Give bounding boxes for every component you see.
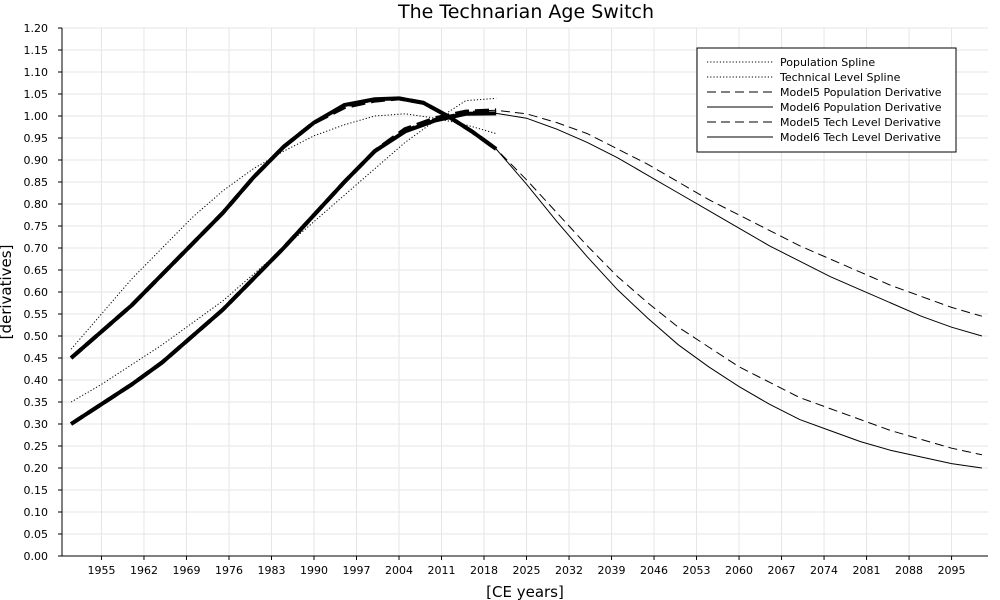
- y-tick-label: 0.00: [24, 550, 49, 563]
- x-tick-label: 2032: [555, 564, 583, 577]
- y-tick-label: 0.50: [24, 330, 49, 343]
- y-tick-label: 0.75: [24, 220, 49, 233]
- chart-title: The Technarian Age Switch: [397, 1, 654, 23]
- x-axis-label: [CE years]: [486, 583, 564, 600]
- legend-label: Model6 Population Derivative: [780, 101, 942, 114]
- y-tick-label: 0.90: [24, 154, 49, 167]
- y-tick-label: 0.10: [24, 506, 49, 519]
- x-tick-label: 1969: [172, 564, 200, 577]
- series-line-1: [70, 113, 497, 350]
- y-tick-label: 0.35: [24, 396, 49, 409]
- x-tick-label: 2039: [598, 564, 626, 577]
- x-tick-label: 1990: [300, 564, 328, 577]
- x-tick-label: 2095: [938, 564, 966, 577]
- series-line-emphasis-4: [69, 96, 498, 360]
- x-tick-label: 2088: [895, 564, 923, 577]
- y-tick-label: 0.70: [24, 242, 49, 255]
- y-tick-label: 1.05: [24, 88, 49, 101]
- y-tick-label: 0.45: [24, 352, 49, 365]
- legend-label: Population Spline: [780, 56, 875, 69]
- y-tick-label: 1.15: [24, 44, 49, 57]
- x-tick-label: 1983: [257, 564, 285, 577]
- y-tick-label: 0.25: [24, 440, 49, 453]
- legend-label: Model5 Population Derivative: [780, 86, 942, 99]
- series-line-emphasis-3: [69, 96, 498, 360]
- x-tick-label: 2067: [768, 564, 796, 577]
- x-tick-label: 2011: [428, 564, 456, 577]
- legend-label: Model6 Tech Level Derivative: [780, 131, 941, 144]
- y-tick-label: 0.20: [24, 462, 49, 475]
- x-tick-label: 1962: [130, 564, 158, 577]
- x-tick-label: 2025: [513, 564, 541, 577]
- y-tick-label: 0.05: [24, 528, 49, 541]
- x-tick-label: 2018: [470, 564, 498, 577]
- y-tick-label: 1.10: [24, 66, 49, 79]
- y-tick-label: 0.55: [24, 308, 49, 321]
- y-axis-label: [derivatives]: [0, 245, 15, 340]
- y-tick-label: 0.95: [24, 132, 49, 145]
- x-tick-label: 1955: [87, 564, 115, 577]
- series-lines: [69, 96, 983, 469]
- legend-label: Technical Level Spline: [779, 71, 901, 84]
- x-tick-label: 2004: [385, 564, 413, 577]
- legend-box: [696, 47, 957, 153]
- legend-label: Model5 Tech Level Derivative: [780, 116, 941, 129]
- y-tick-label: 0.65: [24, 264, 49, 277]
- x-tick-label: 1997: [342, 564, 370, 577]
- x-tick-labels: 1955 1962 1969 1976 1983 1990 1997 2004 2011 2018…: [87, 556, 966, 577]
- x-tick-label: 2074: [810, 564, 838, 577]
- y-tick-label: 1.00: [24, 110, 49, 123]
- y-tick-labels: 0.00 0.05 0.10 0.15 0.20 0.25 0.30 0.35 0.40 0.45…: [24, 22, 62, 563]
- y-tick-label: 0.85: [24, 176, 49, 189]
- y-tick-label: 1.20: [24, 22, 49, 35]
- x-tick-label: 1976: [215, 564, 243, 577]
- y-tick-label: 0.15: [24, 484, 49, 497]
- y-tick-label: 0.30: [24, 418, 49, 431]
- x-tick-label: 2081: [853, 564, 881, 577]
- x-tick-label: 2046: [640, 564, 668, 577]
- x-tick-label: 2060: [725, 564, 753, 577]
- y-tick-label: 0.60: [24, 286, 49, 299]
- y-tick-label: 0.40: [24, 374, 49, 387]
- series-line-emphasis-6: [70, 111, 497, 426]
- series-line-emphasis-5: [70, 108, 497, 426]
- legend: Population Spline Technical Level Spline M…: [696, 47, 957, 153]
- x-tick-label: 2053: [683, 564, 711, 577]
- y-tick-label: 0.80: [24, 198, 49, 211]
